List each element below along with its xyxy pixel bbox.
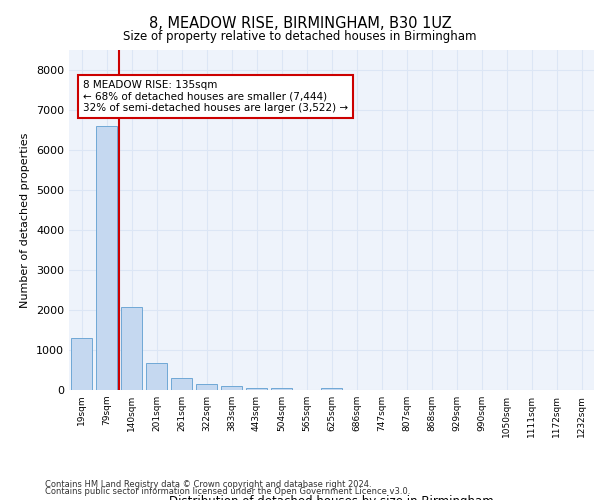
Bar (121, 307, 142, 390)
Bar (321, 388, 342, 390)
Bar (246, 388, 267, 390)
Text: 8 MEADOW RISE: 135sqm
← 68% of detached houses are smaller (7,444)
32% of semi-d: 8 MEADOW RISE: 135sqm ← 68% of detached … (83, 80, 348, 113)
X-axis label: Distribution of detached houses by size in Birmingham: Distribution of detached houses by size … (169, 496, 494, 500)
Text: Contains HM Land Registry data © Crown copyright and database right 2024.: Contains HM Land Registry data © Crown c… (45, 480, 371, 489)
Text: 8, MEADOW RISE, BIRMINGHAM, B30 1UZ: 8, MEADOW RISE, BIRMINGHAM, B30 1UZ (149, 16, 451, 31)
Y-axis label: Number of detached properties: Number of detached properties (20, 132, 31, 308)
Text: Contains public sector information licensed under the Open Government Licence v3: Contains public sector information licen… (45, 488, 410, 496)
Text: Size of property relative to detached houses in Birmingham: Size of property relative to detached ho… (123, 30, 477, 43)
Bar (71, 338, 92, 390)
Bar (171, 378, 192, 390)
Bar (196, 384, 217, 390)
Bar (146, 363, 167, 390)
Bar (221, 386, 242, 390)
Bar (271, 388, 292, 390)
Bar (96, 126, 117, 390)
